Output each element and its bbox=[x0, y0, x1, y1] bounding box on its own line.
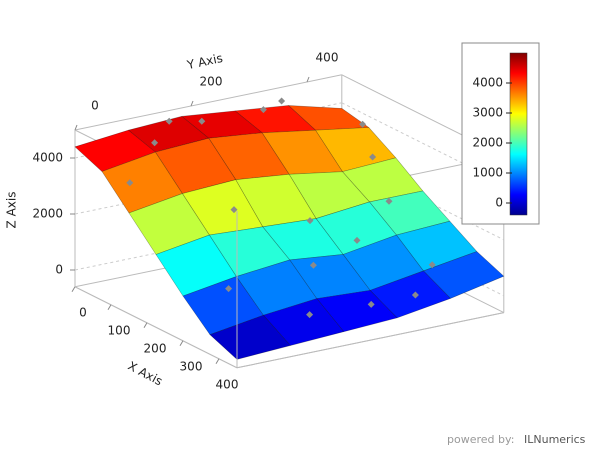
surface-cell bbox=[209, 314, 291, 360]
point bbox=[198, 117, 206, 125]
y-tick-label: 400 bbox=[316, 51, 339, 65]
surface bbox=[74, 105, 505, 360]
z-axis-label: Z Axis bbox=[5, 192, 19, 229]
x-tick-label: 200 bbox=[144, 341, 167, 355]
y-tick-label: 0 bbox=[91, 99, 99, 113]
colorbar bbox=[509, 52, 528, 216]
colorbar-ticks: 0 1000 2000 3000 4000 bbox=[472, 76, 512, 210]
tick-mark bbox=[306, 76, 310, 83]
y-axis-label: Y Axis bbox=[185, 51, 224, 72]
footer-brand: ILNumerics bbox=[524, 433, 586, 446]
tick-mark bbox=[179, 340, 184, 347]
axis-box-front bbox=[74, 211, 504, 369]
point bbox=[411, 291, 419, 299]
point bbox=[278, 97, 286, 105]
surface-cell bbox=[263, 298, 345, 346]
x-axis-label: X Axis bbox=[126, 359, 165, 389]
x-tick-label: 400 bbox=[216, 377, 239, 391]
point bbox=[306, 311, 314, 319]
points bbox=[126, 97, 436, 319]
tick-mark bbox=[107, 304, 112, 311]
point bbox=[230, 206, 238, 214]
x-tick-label: 100 bbox=[108, 323, 131, 337]
point bbox=[165, 117, 173, 125]
point bbox=[309, 261, 317, 269]
point bbox=[259, 106, 267, 114]
x-tick-label: 0 bbox=[79, 305, 87, 319]
colorbar-tick-label: 0 bbox=[495, 196, 503, 210]
y-tick-label: 200 bbox=[200, 75, 223, 89]
x-tick-label: 300 bbox=[180, 359, 203, 373]
tick-mark bbox=[74, 124, 78, 131]
colorbar-tick-label: 4000 bbox=[472, 76, 503, 90]
point bbox=[428, 261, 436, 269]
box-edge bbox=[74, 286, 238, 369]
colorbar-tick-label: 1000 bbox=[472, 166, 503, 180]
point bbox=[359, 120, 367, 128]
point bbox=[353, 236, 361, 244]
tick-mark bbox=[143, 322, 148, 329]
z-tick-label: 0 bbox=[55, 263, 63, 277]
point bbox=[306, 217, 314, 225]
z-tick-label: 2000 bbox=[32, 207, 63, 221]
colorbar-tick-label: 3000 bbox=[472, 106, 503, 120]
point bbox=[225, 285, 233, 293]
box-edge bbox=[236, 312, 504, 369]
tick-mark bbox=[71, 286, 76, 293]
point bbox=[126, 179, 134, 187]
box-edge bbox=[74, 74, 342, 131]
colorbar-tick-label: 2000 bbox=[472, 136, 503, 150]
point bbox=[369, 153, 377, 161]
point bbox=[151, 139, 159, 147]
tick-mark bbox=[190, 100, 194, 107]
tick-mark bbox=[215, 358, 220, 365]
z-tick-label: 4000 bbox=[32, 151, 63, 165]
point bbox=[385, 197, 393, 205]
point bbox=[367, 300, 375, 308]
footer-prefix: powered by: bbox=[447, 433, 514, 446]
